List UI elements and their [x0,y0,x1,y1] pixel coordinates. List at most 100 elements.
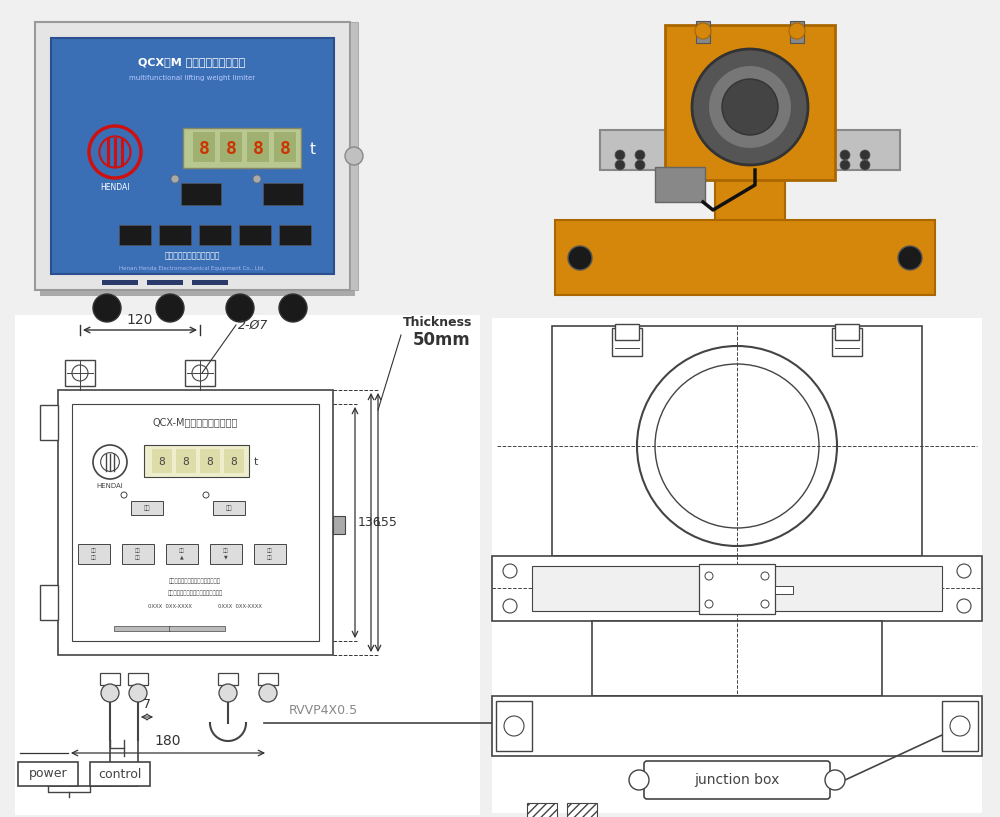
Circle shape [635,150,645,160]
Bar [40,28,355,296]
Bar [152,449,172,473]
Text: Thickness: Thickness [403,315,472,328]
Circle shape [635,160,645,170]
Text: HENDAI: HENDAI [97,483,123,489]
Bar [492,556,982,621]
Bar [58,390,333,655]
Text: QCX－M 多功能起重量限制器: QCX－M 多功能起重量限制器 [138,57,246,67]
Bar [102,280,138,285]
Text: 180: 180 [155,734,181,748]
Bar [600,130,900,170]
Bar [555,220,935,295]
Circle shape [615,150,625,160]
Bar [200,449,220,473]
Text: 120: 120 [127,313,153,327]
Bar [40,405,58,440]
Bar [655,167,705,202]
Text: 8: 8 [280,140,290,158]
Bar [131,501,163,515]
Bar [247,132,269,162]
Bar [193,132,215,162]
Bar [612,328,642,356]
Bar [119,225,151,245]
Circle shape [840,160,850,170]
Bar [192,280,228,285]
Bar [218,673,238,685]
Bar [15,315,480,815]
Bar [159,225,191,245]
Circle shape [219,684,237,702]
Bar [592,621,882,696]
Text: 0XXX  0XX-XXXX: 0XXX 0XX-XXXX [218,604,262,609]
Bar [254,544,286,564]
Bar [181,183,221,205]
Text: 8: 8 [159,457,165,467]
Bar [258,673,278,685]
Text: 自检
▲: 自检 ▲ [179,548,185,560]
Bar [100,673,120,685]
Text: QCX-M多功能起重量限制器: QCX-M多功能起重量限制器 [152,417,238,427]
Bar [128,673,148,685]
Circle shape [226,294,254,322]
Bar [527,803,557,817]
Text: 8: 8 [231,457,237,467]
Circle shape [99,136,131,167]
Bar [492,318,982,813]
Text: power: power [29,767,67,780]
Bar [279,225,311,245]
Text: 50mm: 50mm [413,331,471,349]
Text: 8: 8 [199,140,209,158]
Bar [696,21,710,43]
Text: RVVP4X0.5: RVVP4X0.5 [289,703,358,717]
Bar [147,280,183,285]
Bar [492,696,982,756]
Text: 2-Ø7: 2-Ø7 [238,319,268,332]
Bar [210,544,242,564]
Bar [18,762,78,786]
Bar [239,225,271,245]
Text: 量程
选择: 量程 选择 [91,548,97,560]
Text: multifunctional lifting weight limiter: multifunctional lifting weight limiter [129,75,255,81]
Circle shape [568,246,592,270]
Circle shape [722,79,778,135]
Bar [699,564,775,614]
FancyBboxPatch shape [644,761,830,799]
Text: 0XXX  0XX-XXXX: 0XXX 0XX-XXXX [148,604,192,609]
Bar [213,501,245,515]
Bar [40,585,58,620]
Bar [615,324,639,340]
Text: 测量: 测量 [226,505,232,511]
Text: 北京慧龙通信工程网络技术有限公司: 北京慧龙通信工程网络技术有限公司 [169,578,221,584]
Circle shape [840,150,850,160]
Bar [274,132,296,162]
Bar [775,586,793,594]
Bar [51,38,334,274]
Bar [224,449,244,473]
Text: junction box: junction box [694,773,780,787]
Circle shape [253,175,261,183]
Circle shape [156,294,184,322]
Circle shape [259,684,277,702]
Bar [552,326,922,556]
Text: 设定
程序: 设定 程序 [135,548,141,560]
Text: 136: 136 [358,516,382,529]
Circle shape [615,160,625,170]
Bar [169,626,225,631]
Text: Henan Henda Electromechanical Equipment Co., Ltd.: Henan Henda Electromechanical Equipment … [119,266,265,270]
Bar [832,328,862,356]
Circle shape [789,23,805,39]
Circle shape [129,684,147,702]
Circle shape [101,684,119,702]
Circle shape [695,23,711,39]
Circle shape [708,65,792,149]
Bar [665,25,835,180]
Circle shape [825,770,845,790]
Bar [65,360,95,386]
Bar [835,324,859,340]
Text: 设定: 设定 [144,505,150,511]
Text: 北京起重运输机械研究设计院实验测量: 北京起重运输机械研究设计院实验测量 [167,590,223,596]
Text: 8: 8 [207,457,213,467]
Text: HENDAI: HENDAI [100,182,130,191]
Text: 测零
▼: 测零 ▼ [223,548,229,560]
Circle shape [171,175,179,183]
